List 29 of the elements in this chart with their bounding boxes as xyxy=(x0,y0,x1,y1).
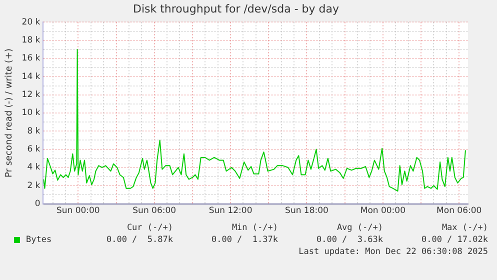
text: 0.00 / 3.63k xyxy=(315,234,383,246)
y-tick-label: 12 k xyxy=(22,90,40,100)
text: Max (-/+) xyxy=(440,222,488,234)
text: 0.00 / 5.87k xyxy=(105,234,173,246)
y-tick-label: 18 k xyxy=(22,36,40,46)
text: 0.00 / 1.37k xyxy=(210,234,278,246)
y-tick-label: 16 k xyxy=(22,54,40,64)
legend-label: Bytes xyxy=(26,234,52,246)
text: 0.00 / 17.02k xyxy=(420,234,488,246)
y-tick-label: 20 k xyxy=(22,17,40,28)
text: Last update: Mon Dec 22 06:30:08 2025 xyxy=(298,246,489,258)
x-tick-label: Sun 12:00 xyxy=(208,206,252,216)
x-tick-label: Mon 06:00 xyxy=(436,206,482,216)
x-tick-label: Sun 00:00 xyxy=(56,206,100,216)
x-tick-label: Sun 18:00 xyxy=(285,206,328,216)
text: Cur (-/+) xyxy=(126,222,173,234)
chart-title: Disk throughput for /dev/sda - by day xyxy=(132,2,340,16)
y-tick-label: 8 k xyxy=(27,126,40,136)
x-tick-label: Mon 00:00 xyxy=(360,206,406,216)
y-tick-label: 2 k xyxy=(27,180,40,191)
text: Min (-/+) xyxy=(230,222,278,234)
y-tick-label: 14 k xyxy=(22,72,40,82)
text: Avg (-/+) xyxy=(336,222,383,234)
y-tick-label: 4 k xyxy=(27,162,40,173)
x-tick-label: Sun 06:00 xyxy=(132,206,176,216)
y-tick-label: 0 xyxy=(34,199,40,210)
y-tick-label: 10 k xyxy=(22,108,40,118)
y-tick-label: 6 k xyxy=(27,144,40,155)
y-axis-title: Pr second read (-) / write (+) xyxy=(4,48,15,178)
